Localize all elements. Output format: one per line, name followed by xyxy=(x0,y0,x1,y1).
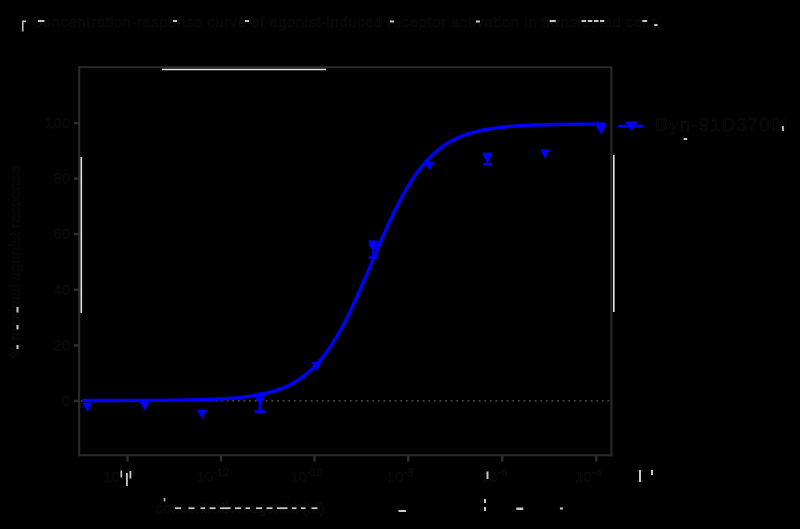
svg-text:Concentration-response curve o: Concentration-response curve of agonist-… xyxy=(32,14,659,31)
svg-text:Dyn-91D3700i: Dyn-91D3700i xyxy=(655,115,788,135)
svg-text:80: 80 xyxy=(53,171,70,188)
svg-text:100: 100 xyxy=(45,115,70,132)
svg-text:0: 0 xyxy=(62,393,70,410)
svg-text:% maximal agonist response: % maximal agonist response xyxy=(7,166,24,358)
svg-text:20: 20 xyxy=(53,337,70,354)
svg-text:60: 60 xyxy=(53,226,70,243)
svg-text:40: 40 xyxy=(53,282,70,299)
